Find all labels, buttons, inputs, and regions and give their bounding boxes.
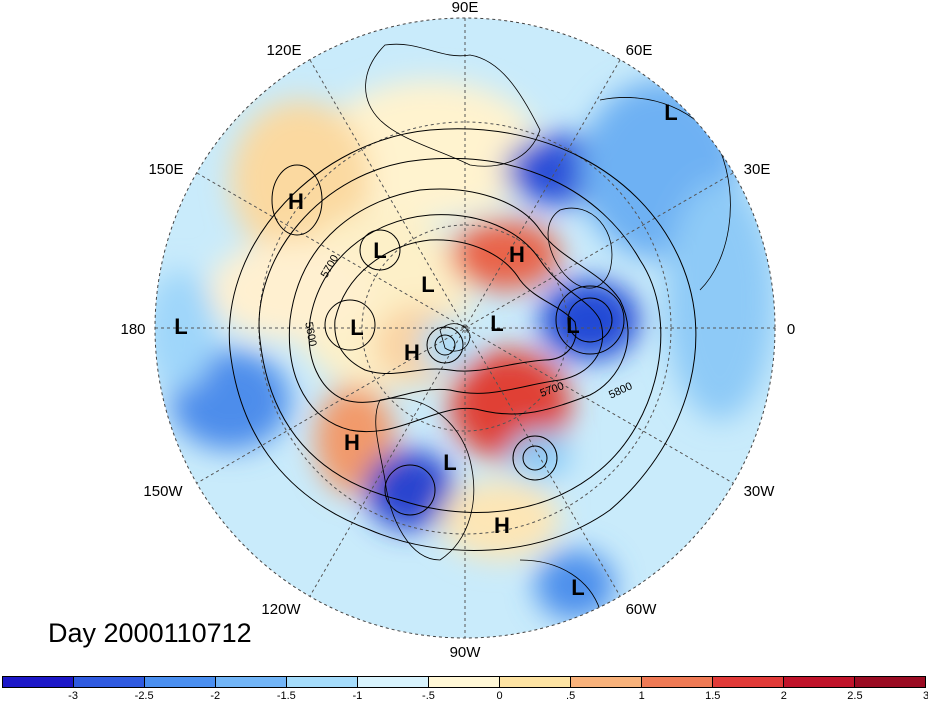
low-marker: L — [566, 313, 579, 338]
colorbar-tick-label: 0 — [496, 690, 503, 702]
colorbar — [2, 676, 926, 688]
colorbar-swatch — [642, 677, 713, 687]
colorbar-swatch — [855, 677, 925, 687]
colorbar-swatch — [429, 677, 500, 687]
graticule — [155, 18, 775, 638]
colorbar-tick-label: 2.5 — [847, 690, 863, 702]
low-marker: L — [373, 238, 386, 263]
colorbar-swatch — [287, 677, 358, 687]
map-boundary — [154, 17, 776, 639]
low-marker: L — [421, 272, 434, 297]
low-marker: L — [664, 100, 677, 125]
colorbar-swatch — [713, 677, 784, 687]
height-contours — [228, 128, 697, 551]
colorbar-tick-label: 1.5 — [705, 690, 721, 702]
colorbar-swatch — [216, 677, 287, 687]
high-marker: H — [288, 189, 304, 214]
high-marker: H — [494, 513, 510, 538]
high-marker: H — [344, 430, 360, 455]
low-marker: L — [174, 314, 187, 339]
lon-label-0: 0 — [787, 321, 795, 338]
colorbar-tick-label: -1 — [352, 690, 363, 702]
lon-label-180: 180 — [120, 321, 145, 338]
colorbar-tick-label: -2 — [210, 690, 221, 702]
lon-label-120w: 120W — [261, 601, 301, 618]
contour-label-5600-left: 5600 — [302, 321, 318, 347]
colorbar-swatch — [571, 677, 642, 687]
colorbar-tick-label: 1 — [638, 690, 645, 702]
colorbar-swatch — [145, 677, 216, 687]
lon-label-30w: 30W — [744, 483, 776, 500]
lon-label-90e: 90E — [452, 0, 479, 16]
colorbar-ticks: -3 -2.5 -2 -1.5 -1 -.5 0 .5 1 1.5 2 2.5 3 — [2, 690, 928, 702]
colorbar-swatch — [74, 677, 145, 687]
colorbar-tick-label: -1.5 — [276, 690, 296, 702]
colorbar-tick-label: 3 — [922, 690, 928, 702]
colorbar-tick-label: -3 — [68, 690, 78, 702]
low-marker: L — [350, 315, 363, 340]
date-label: Day 2000110712 — [48, 618, 252, 648]
colorbar-swatch — [3, 677, 74, 687]
colorbar-swatch — [358, 677, 429, 687]
low-marker: L — [490, 311, 503, 336]
colorbar-swatch — [500, 677, 571, 687]
lon-label-30e: 30E — [744, 161, 771, 178]
lon-label-150w: 150W — [143, 483, 183, 500]
colorbar-tick-label: -2.5 — [134, 690, 154, 702]
high-marker: H — [509, 242, 525, 267]
high-marker: H — [404, 340, 420, 365]
lon-label-60e: 60E — [626, 42, 653, 59]
low-marker: L — [571, 575, 584, 600]
colorbar-tick-label: 2 — [780, 690, 787, 702]
pressure-markers: L H L L L H L L H L L H L H L L — [174, 100, 677, 600]
longitude-labels: 90E 120E 60E 150E 30E 180 0 150W 30W 120… — [120, 0, 795, 661]
lon-label-120e: 120E — [266, 42, 301, 59]
colorbar-tick-label: -.5 — [422, 690, 435, 702]
lon-label-90w: 90W — [450, 644, 482, 661]
lon-label-60w: 60W — [626, 601, 658, 618]
contour-labels: 5700 5600 5700 5800 — [302, 253, 634, 401]
colorbar-swatch — [784, 677, 855, 687]
colorbar-tick-label: .5 — [566, 690, 576, 702]
low-marker: L — [443, 450, 456, 475]
lon-label-150e: 150E — [148, 161, 183, 178]
